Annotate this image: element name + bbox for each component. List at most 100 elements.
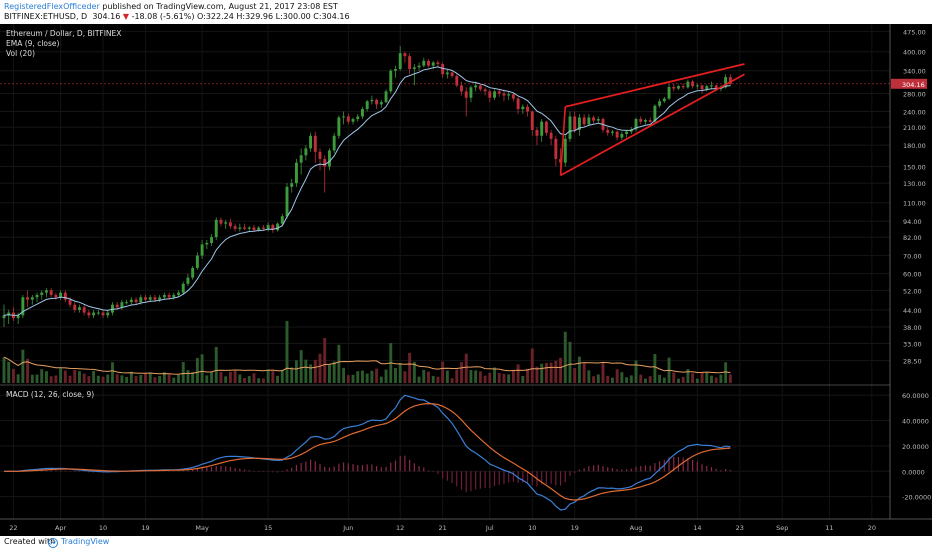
volume-bar <box>2 357 6 383</box>
candle-body <box>672 86 676 89</box>
time-tick-label: 19 <box>571 524 579 532</box>
candle-body <box>554 138 558 159</box>
published-text: published on TradingView.com, August 21,… <box>102 2 338 11</box>
candle-body <box>351 119 355 122</box>
macd-histogram-bar <box>192 469 194 472</box>
candle-body <box>356 116 360 120</box>
candle-body <box>530 111 534 130</box>
volume-bar <box>559 357 563 383</box>
legend-ema: EMA (9, close) <box>6 39 60 48</box>
volume-bar <box>474 370 478 383</box>
volume-bar <box>73 370 77 383</box>
time-axis-ticks[interactable]: 22 Apr 10 19 May 15 Jun 12 21 Jul 10 19 Aug 14 23 Sep 11… <box>9 524 876 532</box>
wedge-start-line <box>559 106 567 176</box>
volume-bar <box>427 371 430 383</box>
candle-body <box>247 227 251 229</box>
volume-bar <box>417 376 421 383</box>
macd-histogram-bar <box>333 466 335 472</box>
candle-body <box>483 89 487 92</box>
macd-tick-label: 40.0000 <box>902 417 929 425</box>
chart-canvas[interactable]: 475.00 400.00 340.00 280.00 240.00 210.00 180.… <box>0 24 932 536</box>
volume-bar <box>658 374 662 383</box>
volume-bar <box>445 370 449 383</box>
candle-body <box>511 94 515 99</box>
volume-bar <box>483 375 487 383</box>
volume-bar <box>587 370 591 383</box>
candle-body <box>205 242 209 245</box>
volume-bar <box>49 376 53 383</box>
volume-bar <box>648 376 652 383</box>
candle-body <box>40 292 44 295</box>
macd-histogram-bar <box>715 468 717 472</box>
candle-body <box>507 94 511 96</box>
tradingview-link[interactable]: TradingView <box>61 537 110 546</box>
candle-body <box>271 224 275 231</box>
macd-histogram-bar <box>319 463 321 472</box>
macd-histogram-bar <box>649 465 651 472</box>
macd-histogram-bar <box>644 465 647 472</box>
volume-bar <box>210 372 213 383</box>
candle-body <box>280 216 284 224</box>
candle-body <box>445 72 449 75</box>
volume-bar <box>719 374 723 383</box>
macd-histogram-bar <box>673 456 675 472</box>
volume-bar <box>365 373 369 383</box>
publisher-link[interactable]: RegisteredFlexOfficeder <box>4 2 100 11</box>
volume-bar <box>478 371 482 383</box>
volume-bar <box>30 374 34 383</box>
created-with-label: Created with <box>4 537 56 546</box>
price-axis[interactable] <box>890 24 932 536</box>
candle-body <box>210 237 213 243</box>
macd-histogram-bar <box>239 468 241 472</box>
candle-body <box>59 292 63 298</box>
macd-histogram-bar <box>243 469 246 472</box>
price-tick-label: 110.00 <box>903 200 926 208</box>
candle-body <box>469 87 473 98</box>
macd-histogram-bar <box>210 467 213 472</box>
volume-bar <box>106 374 110 383</box>
macd-histogram-bar <box>281 471 283 472</box>
volume-bar <box>318 353 322 383</box>
candle-body <box>82 307 86 313</box>
candle-body <box>493 91 496 98</box>
time-tick-label: Aug <box>630 524 643 532</box>
volume-bar <box>134 376 138 383</box>
volume-bar <box>59 368 63 383</box>
macd-histogram-bar <box>276 471 279 473</box>
candle-body <box>219 219 223 224</box>
candle-body <box>78 307 81 310</box>
candle-body <box>54 294 58 298</box>
macd-histogram-bar <box>88 471 90 473</box>
candle-body <box>375 99 379 105</box>
volume-bar <box>139 374 143 383</box>
macd-histogram-bar <box>262 471 265 472</box>
volume-bar <box>728 374 732 383</box>
candle-body <box>195 255 199 268</box>
volume-bar <box>497 373 501 383</box>
candle-body <box>577 117 581 130</box>
macd-histogram-bar <box>83 471 85 473</box>
volume-bar <box>408 352 412 383</box>
time-tick-label: 14 <box>693 524 701 532</box>
macd-histogram-bar <box>503 471 505 484</box>
macd-histogram-bar <box>465 471 467 493</box>
volume-bar <box>488 372 492 383</box>
price-tick-label: 280.00 <box>903 90 926 98</box>
macd-histogram-bar <box>206 467 208 472</box>
macd-histogram-bar <box>173 470 175 472</box>
price-tick-label: 130.00 <box>903 180 926 188</box>
volume-bar <box>431 375 435 383</box>
macd-histogram-bar <box>258 471 260 472</box>
candle-body <box>318 151 322 159</box>
tradingview-logo-icon <box>48 538 58 548</box>
macd-histogram-bar <box>267 471 269 472</box>
candle-body <box>403 53 407 57</box>
chart-area[interactable]: 475.00 400.00 340.00 280.00 240.00 210.00 180.… <box>0 24 932 536</box>
volume-bar <box>639 374 643 383</box>
volume-bar <box>370 370 374 383</box>
macd-histogram-bar <box>701 464 703 472</box>
price-change: -18.08 (-5.61%) <box>131 12 195 21</box>
time-tick-label: 23 <box>736 524 744 532</box>
macd-histogram-bar <box>291 467 293 472</box>
candle-body <box>596 119 600 121</box>
